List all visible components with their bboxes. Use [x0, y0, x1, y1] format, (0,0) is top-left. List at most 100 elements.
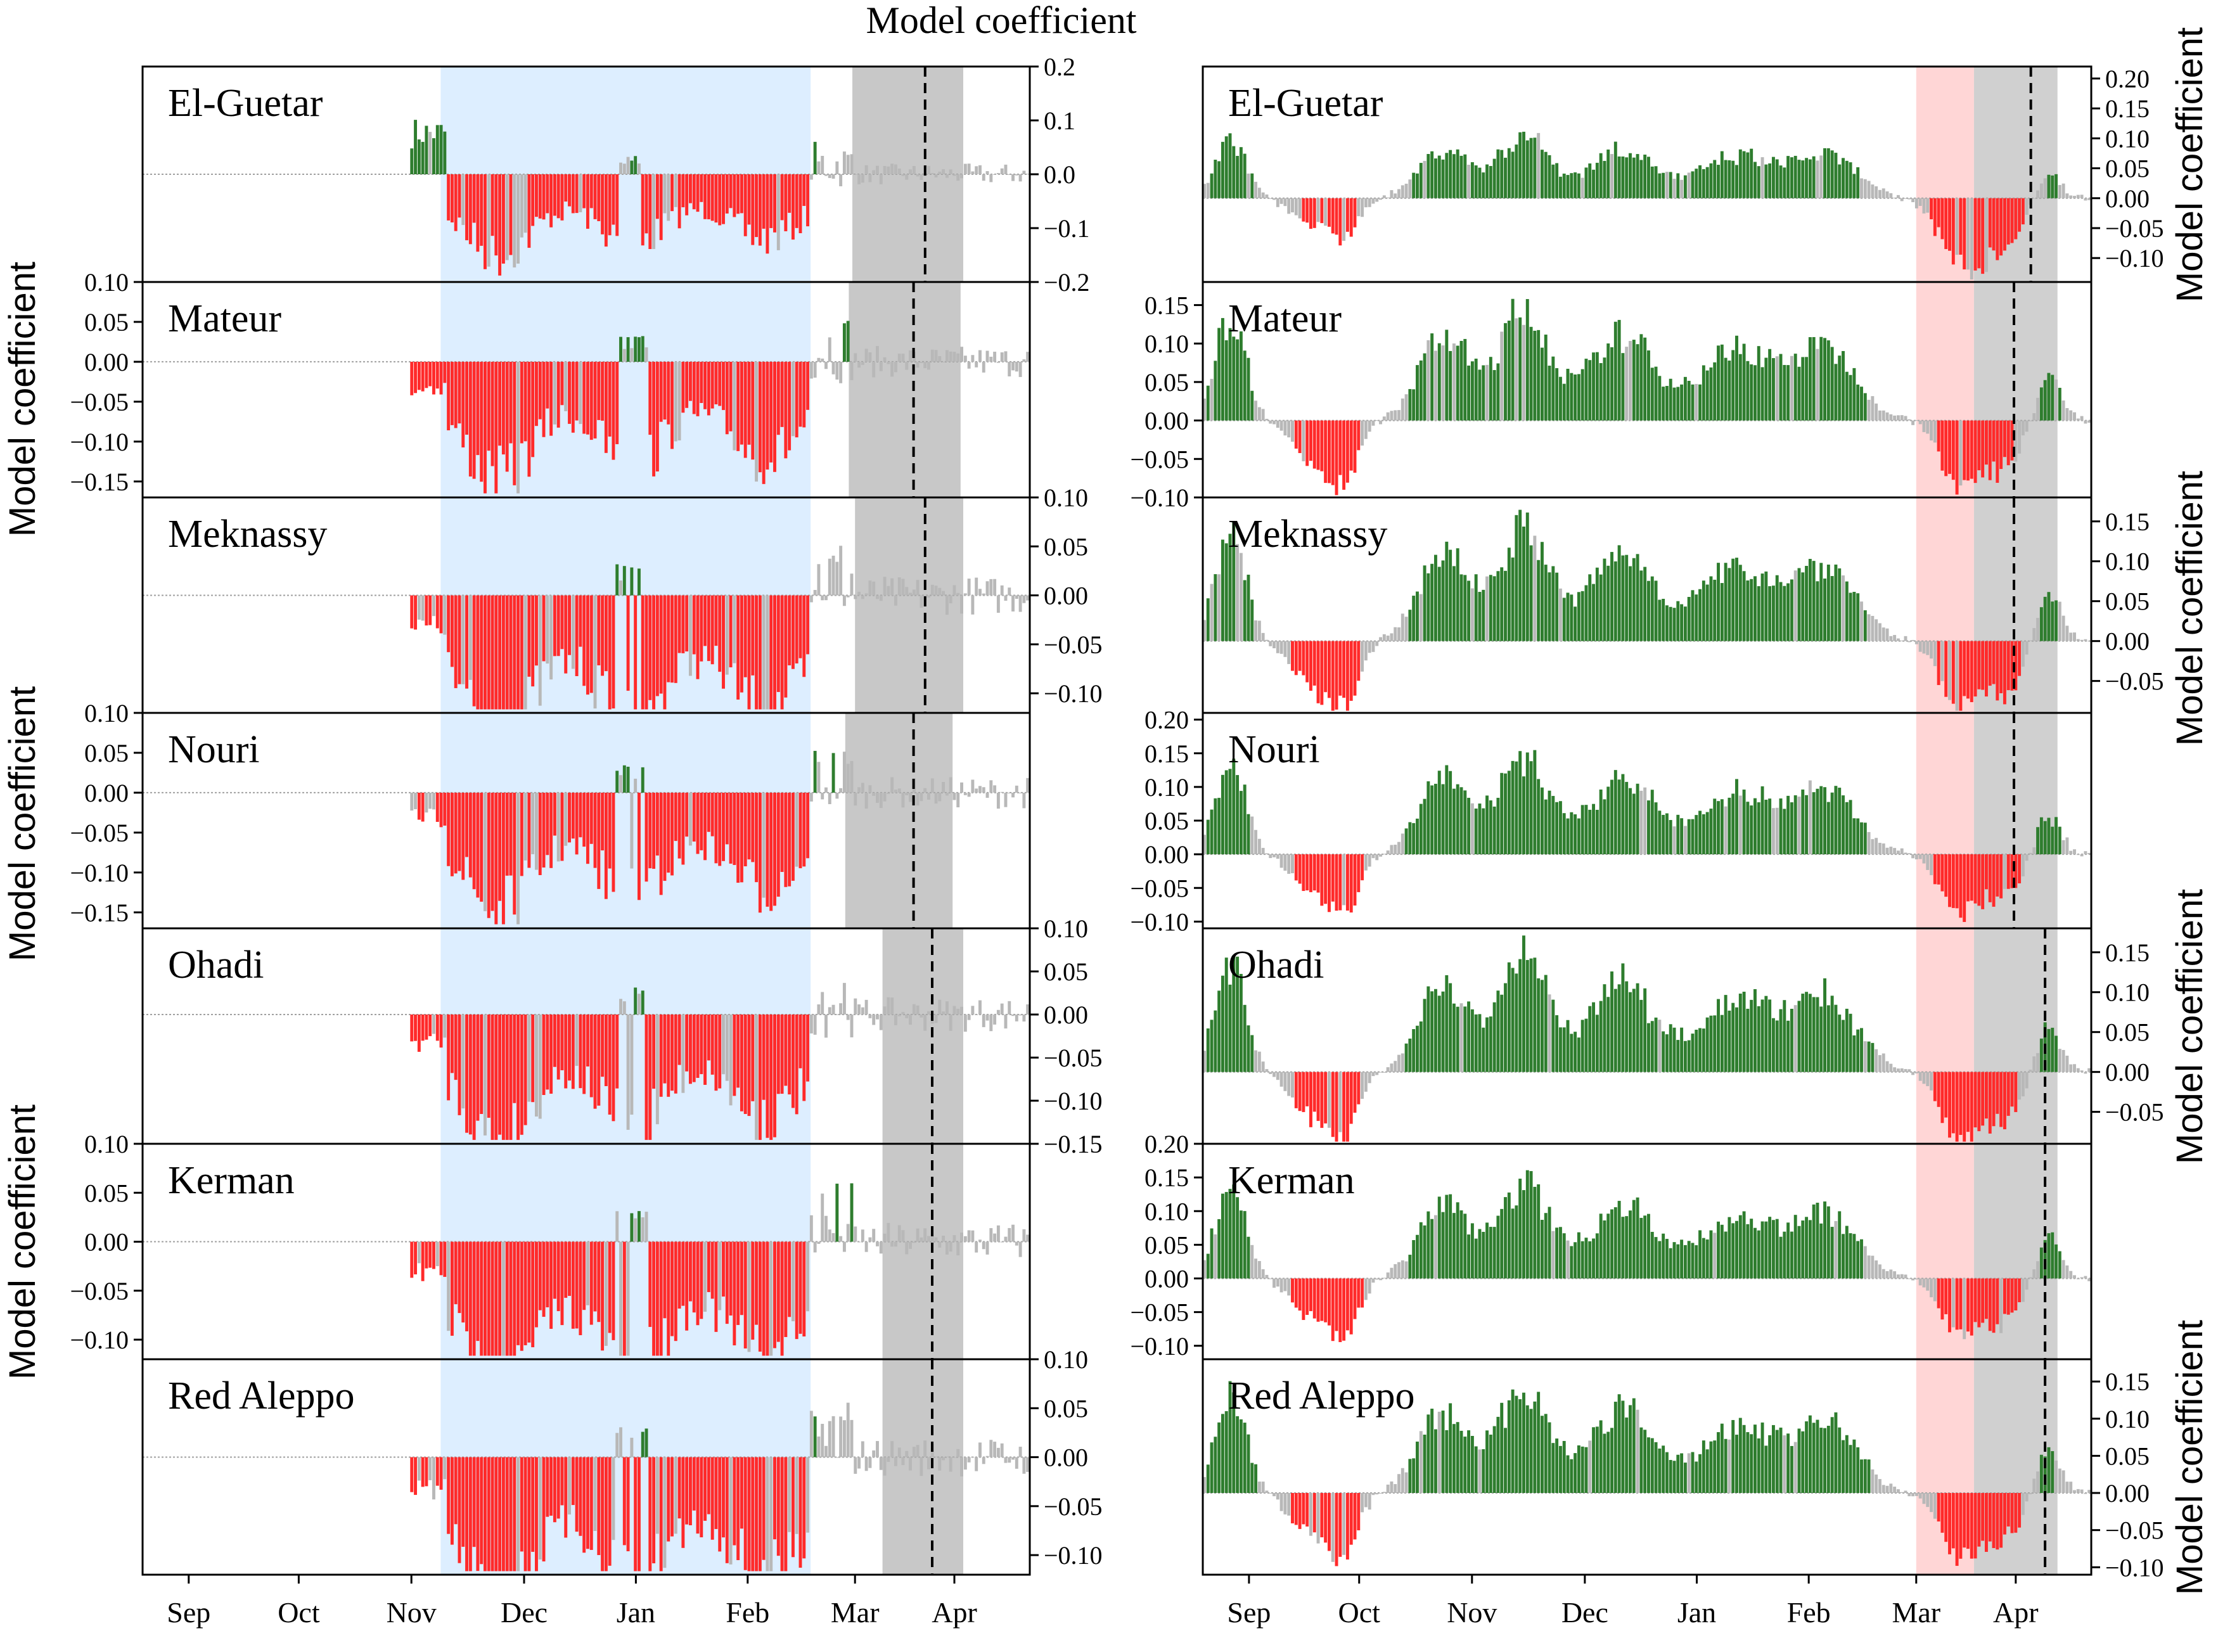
coefficient-bar [1412, 823, 1416, 855]
coefficient-bar [1911, 198, 1915, 203]
coefficient-bar [1272, 1493, 1276, 1497]
coefficient-bar [1845, 1008, 1849, 1072]
coefficient-bar [945, 174, 949, 178]
coefficient-bar [952, 174, 956, 176]
coefficient-bar [1265, 639, 1269, 641]
coefficient-bar [601, 174, 605, 234]
coefficient-bar [982, 361, 985, 373]
coefficient-bar [1838, 1015, 1842, 1072]
coefficient-bar [450, 792, 454, 876]
coefficient-bar [1312, 1072, 1316, 1112]
coefficient-bar [1658, 1241, 1662, 1279]
coefficient-bar [1948, 641, 1951, 700]
coefficient-bar [1875, 403, 1878, 421]
coefficient-bar [498, 792, 502, 901]
coefficient-bar [1911, 1072, 1915, 1075]
coefficient-bar [1834, 564, 1838, 641]
coefficient-bar [916, 361, 920, 368]
coefficient-bar [1566, 1455, 1570, 1494]
coefficient-bar [985, 792, 989, 798]
coefficient-bar [2058, 601, 2061, 641]
coefficient-bar [2021, 1278, 2025, 1302]
coefficient-bar [1342, 1278, 1346, 1341]
coefficient-bar [1629, 153, 1632, 198]
coefficient-bar [1875, 1474, 1878, 1494]
coefficient-bar [1617, 319, 1621, 421]
coefficient-bar [1335, 854, 1338, 911]
coefficient-bar [447, 792, 451, 866]
coefficient-bar [993, 579, 997, 596]
coefficient-bar [1386, 850, 1390, 855]
coefficient-bar [722, 792, 725, 861]
coefficient-bar [523, 361, 527, 442]
coefficient-bar [428, 1015, 432, 1037]
coefficient-bar [1992, 1278, 1996, 1333]
coefficient-bar [1008, 1457, 1011, 1463]
coefficient-bar [1823, 338, 1827, 421]
coefficient-bar [1492, 1227, 1496, 1279]
coefficient-bar [516, 595, 520, 710]
coefficient-bar [1805, 795, 1809, 855]
coefficient-bar [1011, 1015, 1015, 1016]
coefficient-bar [901, 354, 905, 362]
coefficient-bar [1940, 420, 1944, 471]
coefficient-bar [975, 577, 978, 596]
coefficient-bar [912, 1447, 916, 1457]
coefficient-bar [1349, 854, 1353, 912]
cultivar-label: Meknassy [168, 513, 327, 556]
coefficient-bar [1658, 810, 1662, 855]
coefficient-bar [1937, 198, 1940, 227]
coefficient-bar [1004, 595, 1008, 601]
coefficient-bar [942, 1011, 946, 1015]
coefficient-bar [1426, 340, 1430, 421]
coefficient-bar [568, 595, 571, 655]
coefficient-bar [1728, 160, 1731, 198]
coefficient-bar [1504, 1428, 1507, 1494]
coefficient-bar [1515, 144, 1518, 198]
coefficient-bar [1324, 420, 1328, 483]
coefficient-bar [766, 1457, 769, 1572]
coefficient-bar [1728, 1010, 1731, 1072]
coefficient-bar [1867, 832, 1871, 855]
coefficient-bar [1658, 1448, 1662, 1494]
coefficient-bar [428, 595, 432, 625]
coefficient-bar [1272, 1278, 1276, 1288]
coefficient-bar [1404, 1043, 1408, 1072]
coefficient-bar [1254, 1258, 1258, 1279]
coefficient-bar [1816, 349, 1819, 421]
coefficient-bar [1371, 854, 1375, 859]
coefficient-bar [1312, 641, 1316, 686]
coefficient-bar [696, 1015, 700, 1078]
coefficient-bar [2061, 840, 2065, 855]
coefficient-bar [1312, 1278, 1316, 1319]
coefficient-bar [1584, 805, 1588, 855]
coefficient-bar [1875, 186, 1878, 198]
coefficient-bar [1026, 1234, 1030, 1242]
coefficient-bar [1720, 1015, 1724, 1072]
coefficient-bar [1474, 1238, 1478, 1279]
coefficient-bar [1984, 420, 1988, 465]
coefficient-bar [1801, 789, 1805, 855]
coefficient-bar [861, 783, 864, 793]
coefficient-bar [1588, 163, 1592, 198]
coefficient-bar [755, 595, 759, 710]
coefficient-bar [1702, 365, 1705, 421]
coefficient-bar [1261, 1482, 1265, 1494]
coefficient-bar [1750, 1219, 1753, 1279]
coefficient-bar [700, 361, 703, 403]
coefficient-bar [465, 1457, 469, 1572]
coefficient-bar [1595, 1015, 1599, 1072]
coefficient-bar [659, 1457, 663, 1572]
coefficient-bar [1394, 1484, 1397, 1494]
coefficient-bar [1492, 158, 1496, 198]
coefficient-bar [784, 792, 788, 887]
coefficient-bar [1875, 619, 1878, 641]
coefficient-bar [1026, 595, 1030, 601]
coefficient-bar [1279, 198, 1283, 204]
coefficient-bar [952, 352, 956, 362]
coefficient-bar [1345, 1278, 1349, 1331]
coefficient-bar [1863, 610, 1867, 641]
coefficient-bar [2073, 412, 2076, 421]
coefficient-bar [1276, 854, 1279, 859]
coefficient-bar [564, 595, 568, 674]
